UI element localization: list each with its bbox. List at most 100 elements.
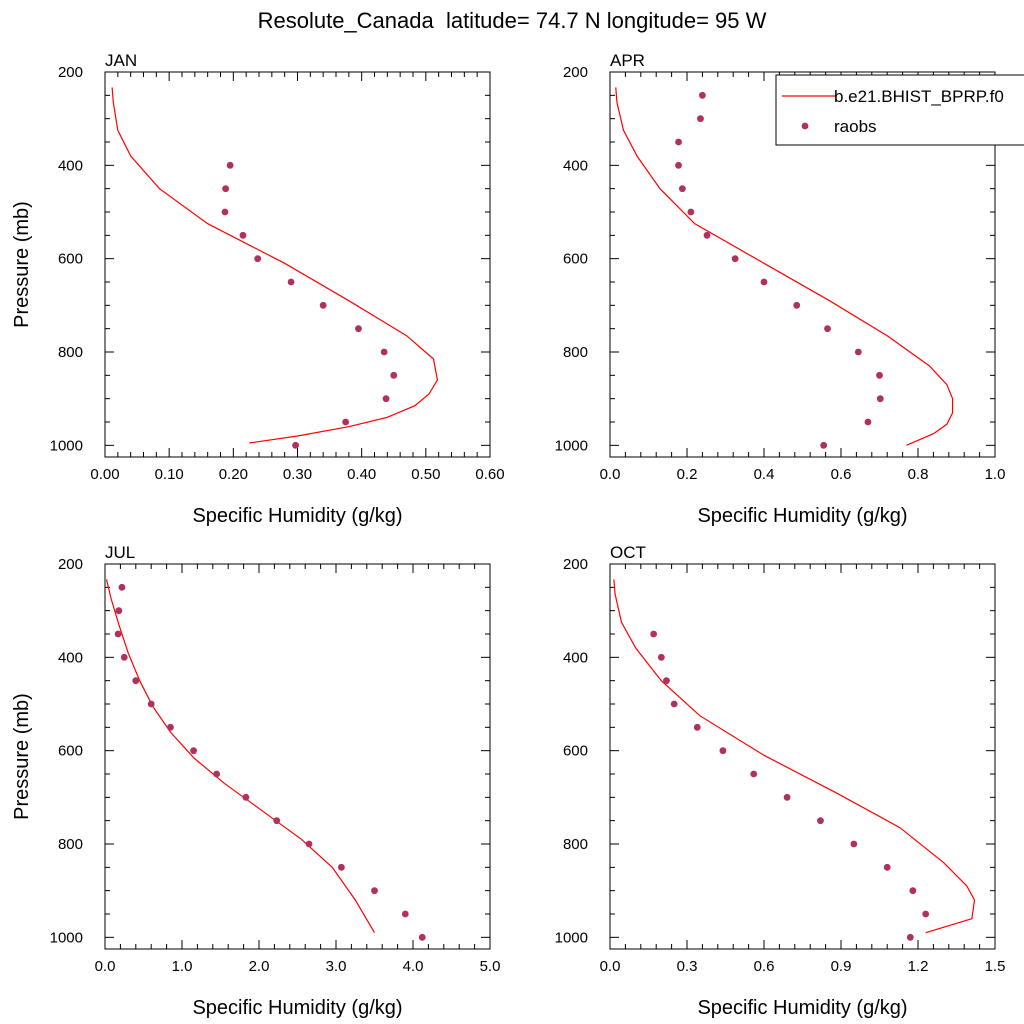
plot-frame	[609, 563, 996, 950]
panel-jan: JAN 0.00 0.10 0.20 0.30 0.40 0.50 0.60 200 400 600…	[11, 51, 505, 527]
y-tick-label: 400	[563, 157, 588, 174]
x-tick-label: 1.0	[985, 466, 1006, 483]
y-tick-label: 200	[563, 64, 588, 81]
legend-box	[775, 74, 1024, 146]
y-tick-label: 600	[58, 251, 83, 268]
raobs-point	[305, 840, 313, 848]
panel-label: JUL	[105, 543, 135, 562]
raobs-point	[922, 910, 930, 918]
panel-label: OCT	[610, 543, 646, 562]
x-axis-label: Specific Humidity (g/kg)	[697, 997, 907, 1019]
y-tick-label: 800	[563, 836, 588, 853]
panel-label: JAN	[105, 51, 137, 70]
raobs-point	[750, 770, 758, 778]
raobs-point	[864, 418, 872, 426]
raobs-point	[703, 231, 711, 239]
raobs-point	[273, 817, 281, 825]
x-tick-label: 0.00	[90, 466, 119, 483]
y-tick-label: 800	[58, 344, 83, 361]
raobs-point	[817, 817, 824, 825]
raobs-point	[221, 208, 229, 216]
raobs-point	[118, 583, 126, 591]
raobs-point	[287, 278, 295, 286]
x-tick-label: 0.2	[677, 466, 698, 483]
raobs-point	[657, 653, 665, 661]
x-tick-label: 0.40	[347, 466, 376, 483]
x-tick-label: 1.5	[985, 958, 1006, 975]
raobs-point	[371, 887, 378, 895]
x-tick-label: 0.30	[283, 466, 312, 483]
y-tick-label: 1000	[50, 929, 83, 946]
raobs-point	[663, 677, 670, 685]
raobs-point	[675, 138, 682, 146]
x-axis-label: Specific Humidity (g/kg)	[697, 505, 907, 527]
y-axis-label: Pressure (mb)	[11, 201, 33, 328]
raobs-point	[319, 301, 327, 309]
legend-model-label: b.e21.BHIST_BPRP.f0	[834, 87, 1004, 106]
x-tick-label: 0.10	[155, 466, 184, 483]
y-tick-label: 200	[563, 556, 588, 573]
raobs-point	[876, 371, 883, 379]
model-profile-line	[615, 87, 954, 446]
x-tick-label: 0.3	[677, 958, 698, 975]
panel-label: APR	[610, 51, 645, 70]
x-tick-label: 0.6	[831, 466, 852, 483]
raobs-point	[675, 161, 682, 169]
legend-obs-label: raobs	[834, 117, 877, 136]
y-tick-label: 600	[58, 743, 83, 760]
raobs-point	[693, 723, 701, 731]
model-profile-line	[613, 579, 976, 934]
y-tick-label: 400	[563, 649, 588, 666]
y-axis-label: Pressure (mb)	[11, 693, 33, 820]
panel-apr: APR 0.0 0.2 0.4 0.6 0.8 1.0 200 400 600 800 1000 Spe…	[555, 51, 1006, 527]
raobs-point	[355, 325, 362, 333]
legend-dot-swatch	[801, 122, 809, 130]
raobs-point	[697, 115, 704, 123]
raobs-point	[337, 863, 345, 871]
x-tick-label: 0.8	[908, 466, 929, 483]
plot-frame	[609, 71, 996, 458]
y-tick-label: 1000	[50, 437, 83, 454]
model-profile-line	[111, 87, 439, 444]
x-tick-label: 0.20	[219, 466, 248, 483]
plot-frame	[104, 71, 491, 458]
y-tick-label: 200	[58, 64, 83, 81]
raobs-point	[650, 630, 658, 638]
raobs-point	[906, 933, 914, 941]
raobs-point	[120, 653, 128, 661]
x-tick-label: 0.50	[411, 466, 440, 483]
raobs-point	[820, 441, 828, 449]
raobs-point	[418, 933, 426, 941]
y-tick-label: 400	[58, 649, 83, 666]
raobs-point	[226, 161, 234, 169]
y-tick-label: 800	[58, 836, 83, 853]
panel-oct: OCT 0.0 0.3 0.6 0.9 1.2 1.5 200 400 600 800 1000 Spe…	[555, 543, 1006, 1019]
x-tick-label: 1.0	[172, 958, 193, 975]
raobs-point	[292, 441, 299, 449]
y-tick-label: 1000	[555, 929, 588, 946]
x-tick-label: 2.0	[249, 958, 270, 975]
raobs-point	[401, 910, 409, 918]
raobs-point	[824, 325, 831, 333]
panel-jul: JUL 0.0 1.0 2.0 3.0 4.0 5.0 200 400 600 800 1000 Spe…	[11, 543, 500, 1019]
raobs-point	[254, 255, 262, 263]
y-tick-label: 600	[563, 743, 588, 760]
raobs-point	[239, 231, 247, 239]
raobs-point	[719, 747, 727, 755]
x-tick-label: 0.0	[600, 958, 621, 975]
x-axis-label: Specific Humidity (g/kg)	[192, 997, 402, 1019]
raobs-point	[793, 301, 801, 309]
x-tick-label: 3.0	[326, 958, 347, 975]
x-tick-label: 0.60	[475, 466, 504, 483]
raobs-point	[854, 348, 862, 356]
raobs-point	[850, 840, 858, 848]
raobs-point	[670, 700, 678, 708]
raobs-point	[222, 185, 230, 193]
figure-title: Resolute_Canada latitude= 74.7 N longitu…	[258, 8, 767, 33]
raobs-point	[114, 630, 122, 638]
x-tick-label: 0.4	[754, 466, 775, 483]
x-axis-label: Specific Humidity (g/kg)	[192, 505, 402, 527]
raobs-point	[909, 887, 917, 895]
